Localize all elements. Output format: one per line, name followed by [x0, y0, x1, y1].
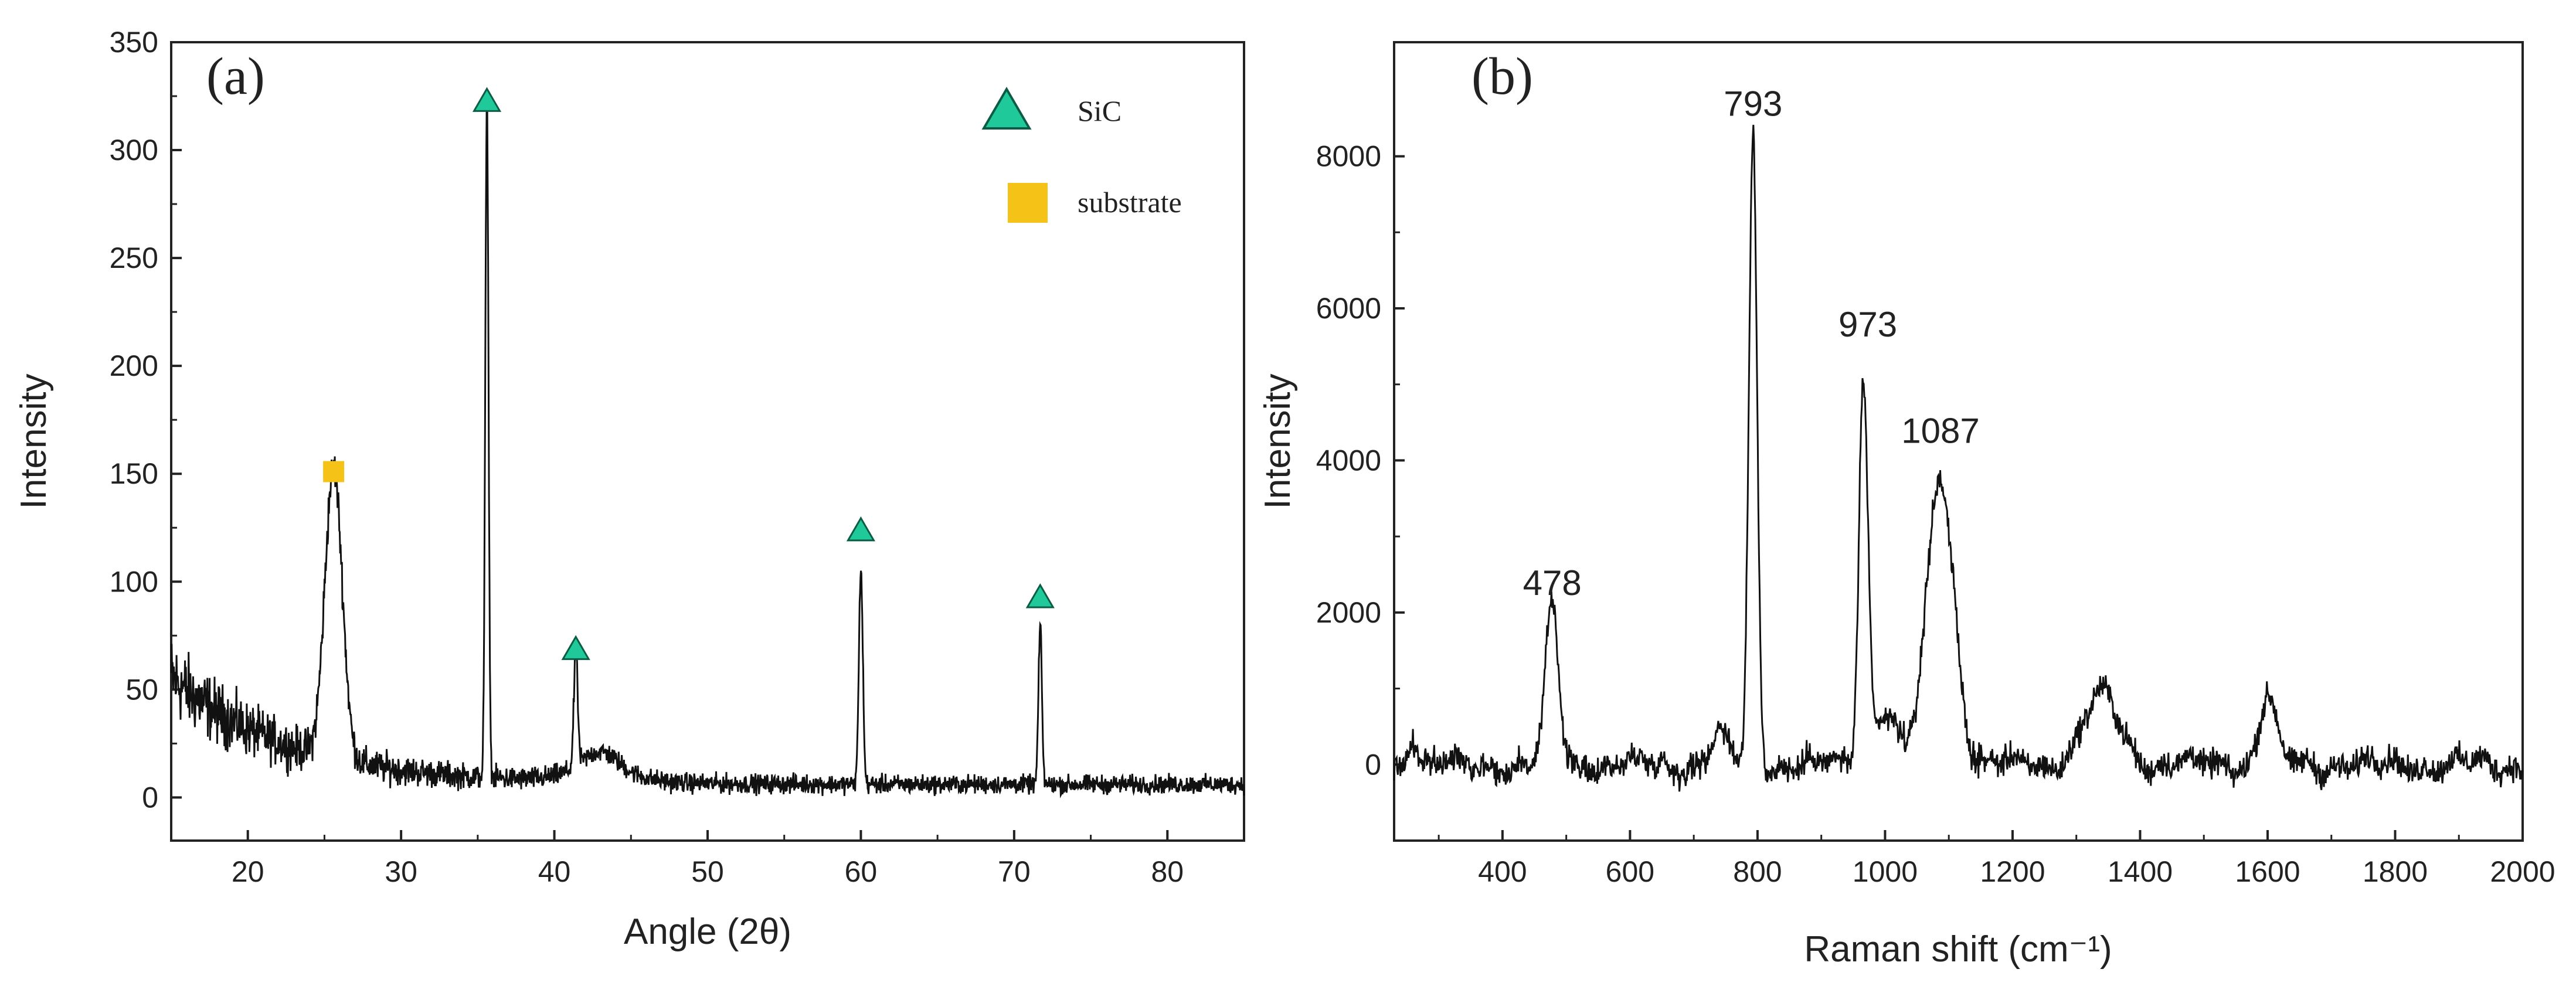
legend-substrate-label: substrate	[1078, 186, 1182, 219]
panel-a-x-tick-label: 50	[691, 855, 724, 888]
panel-b-x-tick-label: 1200	[1980, 855, 2045, 888]
panel-b-raman: 400 600 800 1000 1200 1400 1600 1800 2000 020004…	[1258, 41, 2555, 970]
panel-b-y-tick-label: 8000	[1316, 140, 1381, 173]
panel-b-x-ticks: 400 600 800 1000 1200 1400 1600 1800 2000	[1437, 830, 2555, 888]
panel-b-peak-label: 973	[1838, 305, 1897, 344]
panel-a-xrd-line	[170, 97, 1245, 798]
panel-a-y-tick-label: 100	[110, 565, 158, 598]
panel-b-x-tick-label: 600	[1606, 855, 1654, 888]
panel-a-x-axis-label: Angle (2θ)	[624, 912, 791, 952]
panel-a-label: (a)	[206, 47, 265, 106]
panel-b-x-tick-label: 1000	[1853, 855, 1918, 888]
panel-a-peak-markers	[323, 87, 1055, 660]
panel-b-peak-label: 793	[1724, 84, 1782, 124]
panel-b-raman-line	[1393, 124, 2524, 792]
legend-sic-label: SiC	[1078, 94, 1122, 127]
panel-b-x-tick-label: 1400	[2108, 855, 2173, 888]
panel-a-x-ticks: 20 30 40 50 60 70 80	[170, 830, 1245, 888]
panel-a-y-tick-label: 50	[125, 673, 158, 706]
panel-a-x-tick-label: 80	[1151, 855, 1184, 888]
panel-a-y-tick-label: 350	[110, 26, 158, 59]
panel-b-label: (b)	[1471, 47, 1533, 106]
panel-b-peak-label: 1087	[1901, 411, 1979, 450]
panel-b-x-tick-label: 1800	[2363, 855, 2428, 888]
panel-a-x-tick-label: 30	[385, 855, 417, 888]
panel-a-y-ticks: 0 50 100 150 200 250 300 350	[110, 26, 182, 814]
sic-peak-triangle-icon	[472, 87, 502, 112]
panel-b-peak-labels: 478 793 973 1087	[1523, 84, 1980, 603]
panel-b-y-ticks: 0 2000 4000 6000 8000	[1316, 140, 1405, 781]
legend-sic-triangle-icon	[981, 87, 1032, 130]
sic-peak-triangle-icon	[846, 516, 876, 542]
panel-b-y-axis-label: Intensity	[1258, 374, 1298, 509]
panel-b-x-tick-label: 1600	[2235, 855, 2300, 888]
panel-a-xrd: 20 30 40 50 60 70 80 0 50 100 150 200 250 300 350 (a)…	[13, 26, 1245, 952]
panel-b-x-axis-label: Raman shift (cm⁻¹)	[1804, 929, 2112, 970]
panel-a-y-axis-label: Intensity	[13, 374, 54, 509]
panel-a-y-tick-label: 150	[110, 457, 158, 490]
panel-b-y-tick-label: 6000	[1316, 292, 1381, 325]
sic-peak-triangle-icon	[561, 635, 590, 660]
panel-a-x-tick-label: 60	[845, 855, 878, 888]
panel-b-y-tick-label: 4000	[1316, 444, 1381, 477]
panel-a-y-tick-label: 0	[142, 781, 158, 814]
panel-b-x-tick-label: 2000	[2490, 855, 2555, 888]
panel-a-y-tick-label: 250	[110, 242, 158, 274]
panel-a-legend: SiC substrate	[981, 87, 1182, 223]
panel-a-x-tick-label: 20	[232, 855, 264, 888]
sic-peak-triangle-icon	[1025, 583, 1055, 608]
panel-b-x-tick-label: 400	[1478, 855, 1527, 888]
panel-a-y-tick-label: 200	[110, 349, 158, 382]
panel-a-y-tick-label: 300	[110, 134, 158, 166]
panel-a-x-tick-label: 40	[538, 855, 571, 888]
panel-b-x-tick-label: 800	[1733, 855, 1782, 888]
panel-b-peak-label: 478	[1523, 563, 1582, 603]
legend-substrate-square-icon	[1008, 183, 1048, 223]
panel-b-y-tick-label: 0	[1365, 748, 1381, 781]
panel-b-y-tick-label: 2000	[1316, 596, 1381, 629]
panel-b-frame	[1393, 41, 2524, 842]
substrate-peak-square-icon	[323, 461, 345, 482]
panel-a-x-tick-label: 70	[998, 855, 1031, 888]
